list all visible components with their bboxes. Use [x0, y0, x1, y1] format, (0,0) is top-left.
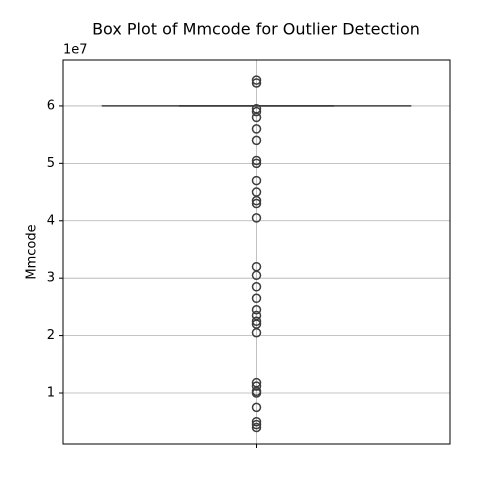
outlier — [251, 195, 262, 206]
outlier — [251, 419, 262, 430]
outlier — [251, 106, 262, 117]
outlier — [251, 416, 262, 427]
outlier — [251, 422, 262, 433]
y-tick-label: 2 — [47, 328, 55, 343]
outlier — [251, 282, 262, 292]
y-tick-label: 4 — [47, 213, 55, 228]
y-offset-label: 1e7 — [63, 43, 88, 58]
outlier — [251, 388, 262, 398]
outlier — [251, 124, 262, 134]
y-axis-label: Mmcode — [25, 224, 40, 279]
y-tick-label: 5 — [47, 156, 55, 171]
outlier — [251, 327, 262, 338]
outlier — [251, 316, 262, 326]
y-tick-label: 3 — [47, 271, 55, 286]
outlier — [251, 293, 262, 304]
outlier — [251, 158, 262, 169]
outlier — [251, 270, 262, 281]
outlier — [251, 112, 262, 123]
outlier — [251, 305, 262, 315]
y-tick-label: 6 — [47, 98, 55, 113]
outlier — [251, 381, 262, 391]
chart-title: Box Plot of Mmcode for Outlier Detection — [92, 20, 420, 39]
outlier — [251, 213, 262, 223]
outlier — [251, 75, 262, 85]
outlier — [251, 155, 262, 166]
outlier — [251, 198, 262, 209]
outlier — [251, 402, 262, 413]
outlier — [251, 78, 262, 88]
outlier — [251, 135, 262, 146]
y-tick-label: 1 — [47, 386, 55, 401]
outlier — [251, 175, 262, 186]
plot-frame — [62, 59, 451, 445]
